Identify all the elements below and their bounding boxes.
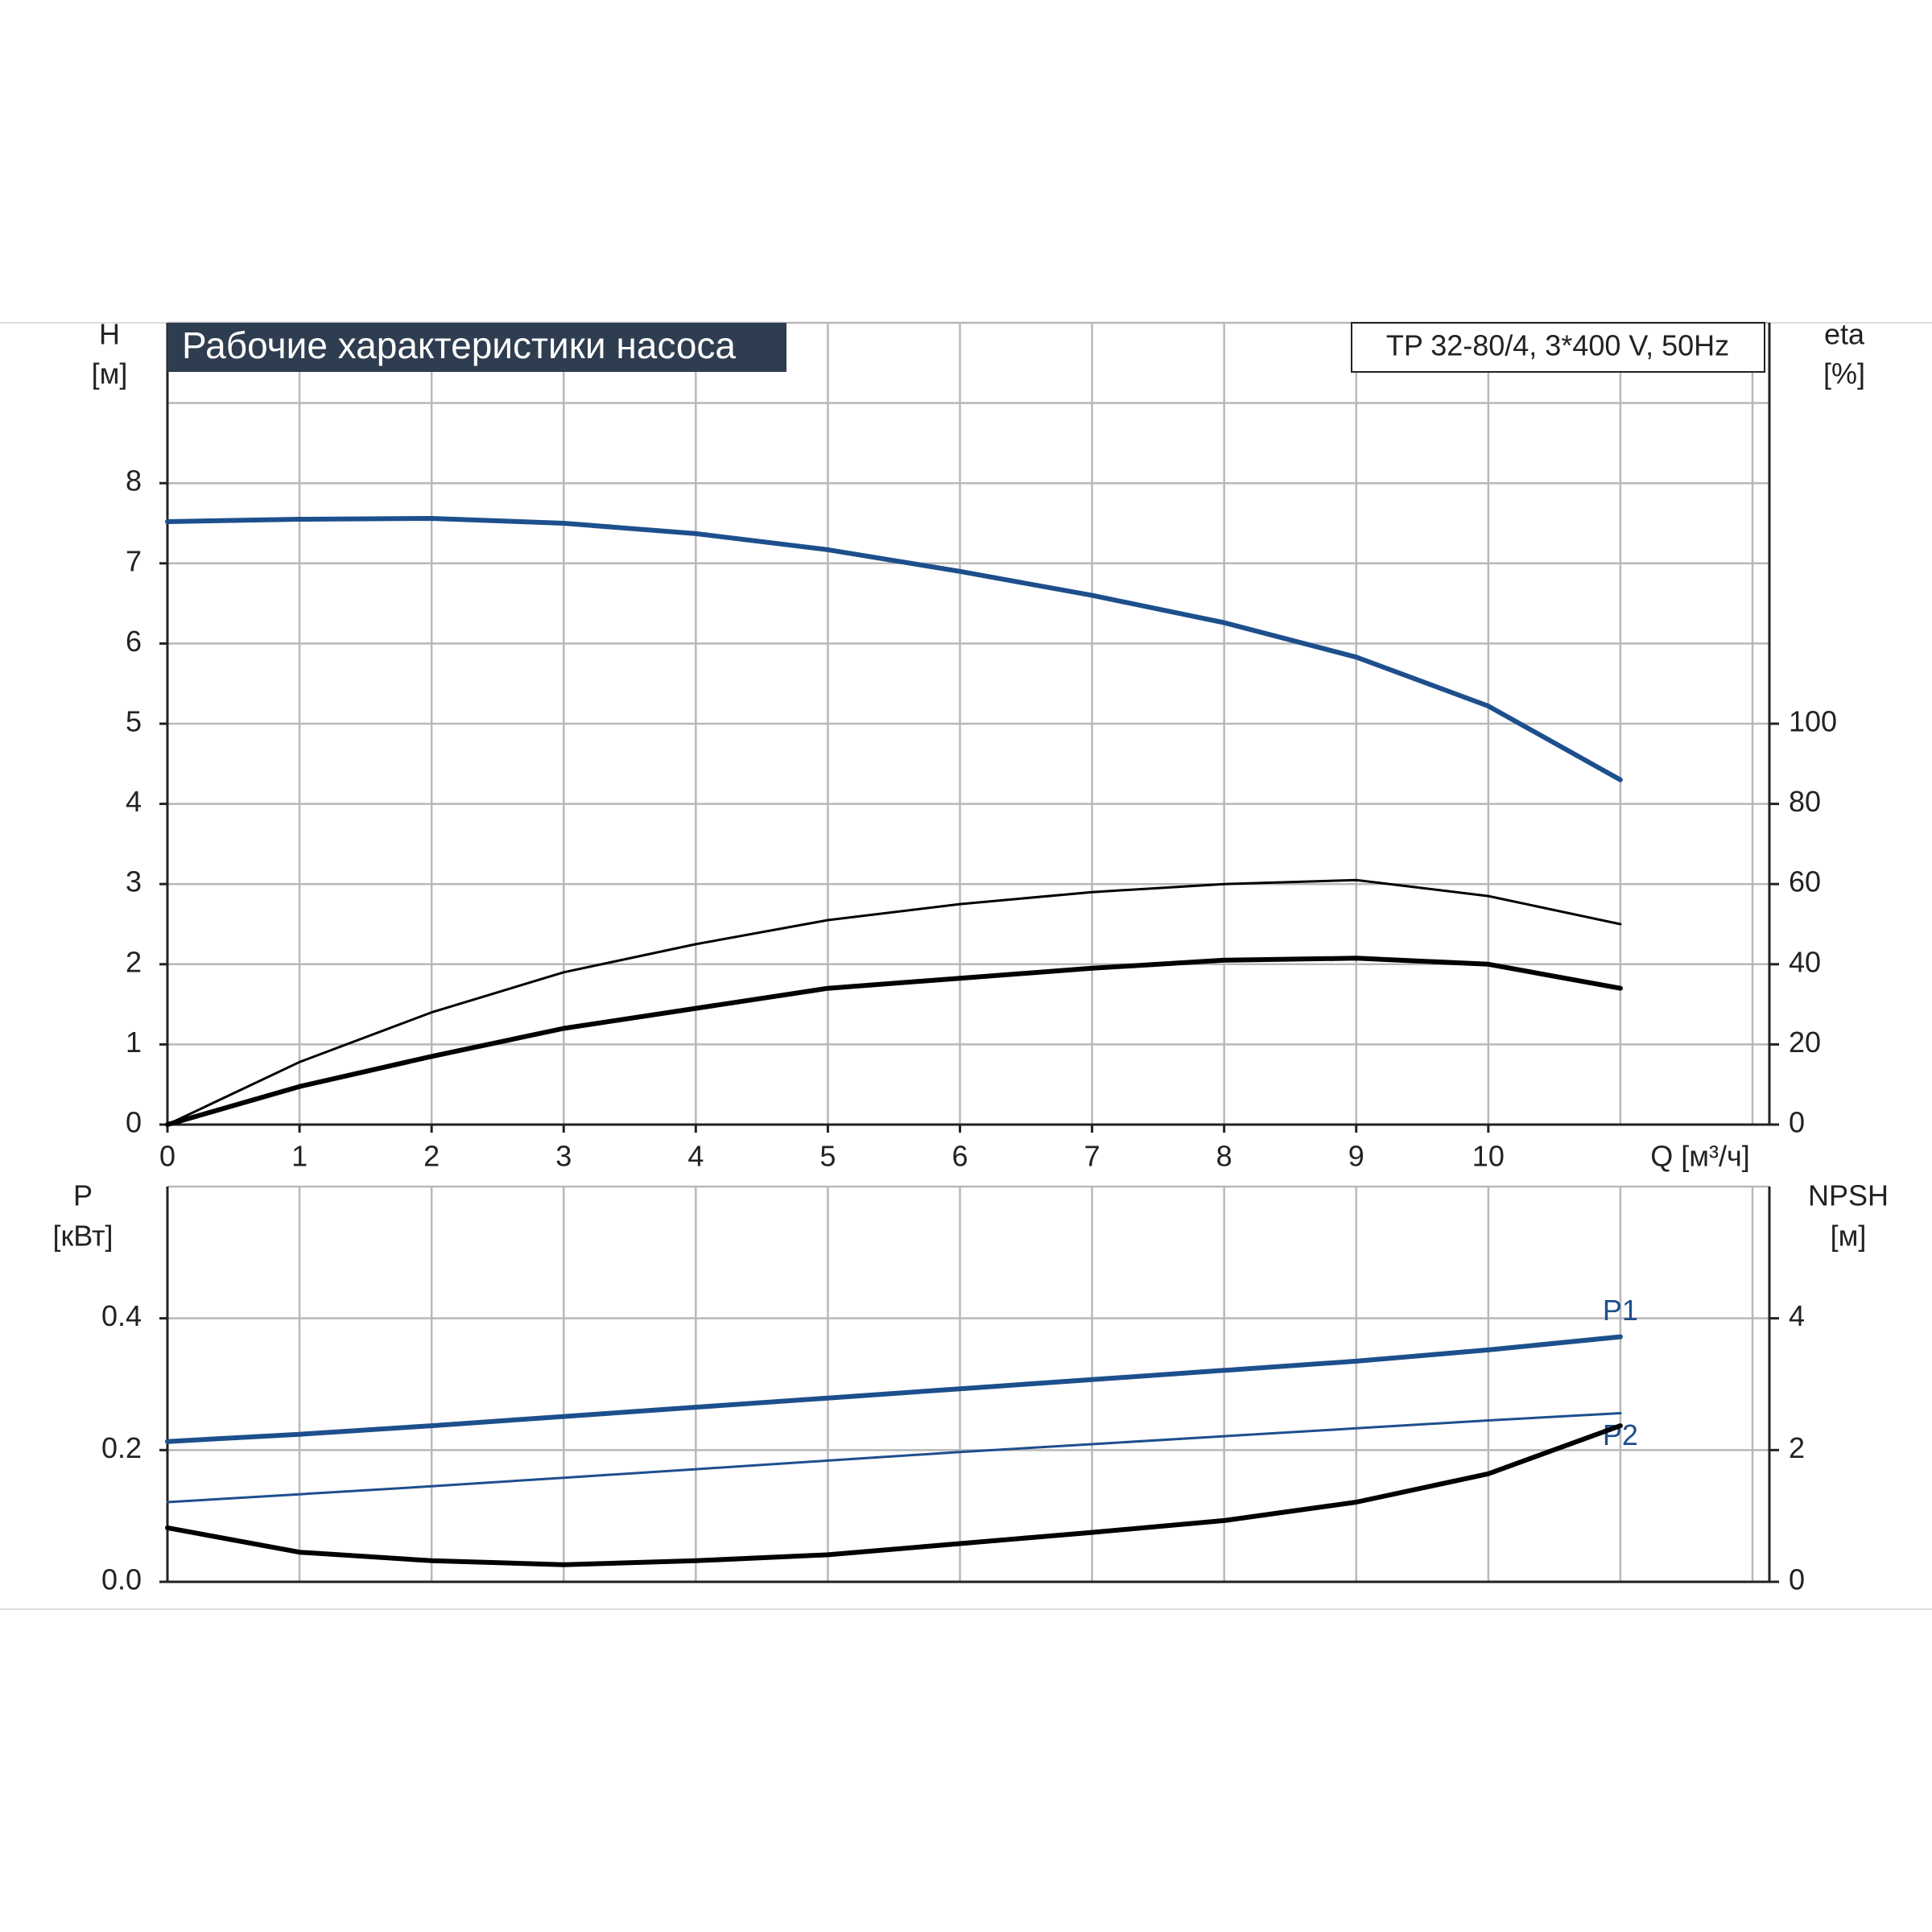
title-box	[167, 323, 786, 372]
x-tick-label: 1	[291, 1140, 308, 1173]
y-tick-label: 0	[126, 1106, 142, 1139]
y-axis-label: P	[73, 1179, 93, 1212]
series-label: P1	[1603, 1294, 1638, 1327]
series-line	[166, 878, 1622, 1126]
y2-tick-label: 0	[1789, 1106, 1805, 1139]
x-tick-label: 4	[687, 1140, 704, 1173]
y-tick-label: 8	[126, 464, 142, 497]
y-tick-label: 3	[126, 865, 142, 898]
x-tick-label: 2	[423, 1140, 440, 1173]
y2-tick-label: 100	[1789, 705, 1837, 738]
y2-tick-label: 4	[1789, 1299, 1805, 1332]
y-tick-label: 0.2	[101, 1431, 142, 1464]
x-tick-label: 5	[819, 1140, 836, 1173]
chart-title: Рабочие характеристики насоса	[182, 324, 736, 366]
y2-axis-label: eta	[1824, 318, 1865, 351]
y2-tick-label: 2	[1789, 1431, 1805, 1464]
series-line	[165, 1423, 1623, 1567]
x-tick-label: 0	[159, 1140, 175, 1173]
y2-axis-unit: [м]	[1831, 1220, 1867, 1253]
x-tick-label: 10	[1472, 1140, 1505, 1173]
y-tick-label: 7	[126, 544, 142, 577]
y2-tick-label: 60	[1789, 865, 1821, 898]
y-tick-label: 6	[126, 625, 142, 658]
x-tick-label: 6	[952, 1140, 968, 1173]
x-tick-label: 3	[555, 1140, 572, 1173]
x-tick-label: 7	[1084, 1140, 1100, 1173]
x-axis-label: Q [м³/ч]	[1650, 1140, 1750, 1173]
series-line	[165, 956, 1623, 1127]
x-tick-label: 9	[1348, 1140, 1364, 1173]
y-tick-label: 0.0	[101, 1563, 142, 1596]
y2-tick-label: 20	[1789, 1026, 1821, 1059]
y-tick-label: 0.4	[101, 1299, 142, 1332]
y-tick-label: 1	[126, 1026, 142, 1059]
y-axis-unit: [м]	[92, 357, 128, 390]
y-tick-label: 2	[126, 945, 142, 978]
y2-tick-label: 0	[1789, 1563, 1805, 1596]
y2-tick-label: 80	[1789, 785, 1821, 818]
x-tick-label: 8	[1216, 1140, 1232, 1173]
y-axis-unit: [кВт]	[52, 1220, 113, 1253]
series-line	[165, 1334, 1623, 1444]
y2-axis-unit: [%]	[1823, 357, 1865, 390]
y-axis-label: H	[99, 318, 120, 351]
y-tick-label: 5	[126, 705, 142, 738]
y2-tick-label: 40	[1789, 945, 1821, 978]
y2-axis-label: NPSH	[1808, 1179, 1889, 1212]
series-line	[165, 516, 1623, 782]
y-tick-label: 4	[126, 785, 142, 818]
subtitle-box	[1351, 322, 1765, 373]
chart-subtitle: TP 32-80/4, 3*400 V, 50Hz	[1386, 329, 1729, 362]
series-line	[166, 1412, 1622, 1504]
